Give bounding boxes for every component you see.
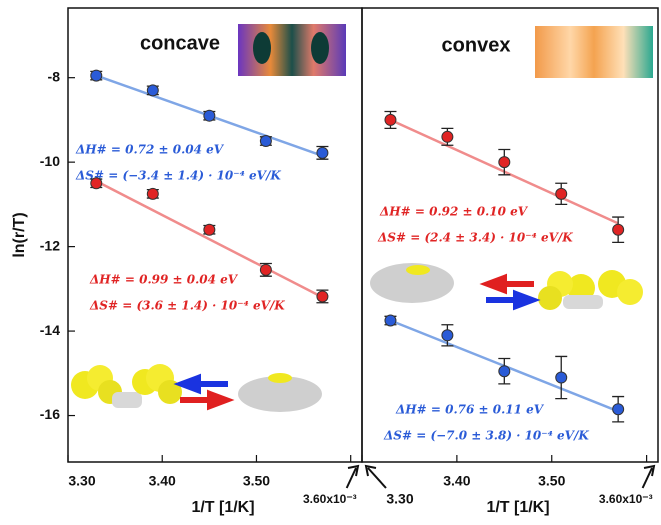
tick-arrow [366, 466, 386, 488]
annotation: ΔH# = 0.76 ± 0.11 eV [395, 403, 545, 417]
panel-title: concave [140, 32, 220, 54]
annotation: ΔS# = (−3.4 ± 1.4) · 10⁻⁴ eV/K [75, 169, 281, 183]
chart: concave 1/T [1/K] 3.30 3.40 3.50 3.60x10⁻³ -8 -… [0, 0, 661, 520]
tick-arrow [347, 466, 358, 488]
x-tick-label: 3.50 [538, 473, 565, 489]
x-tick-label: 3.50 [243, 473, 270, 489]
data-point [91, 70, 102, 81]
data-point [613, 224, 624, 235]
panel-title: convex [442, 34, 511, 56]
arrows [180, 278, 534, 406]
data-point [556, 188, 567, 199]
annotation: ΔS# = (3.6 ± 1.4) · 10⁻⁴ eV/K [89, 299, 285, 313]
stm-feature [253, 32, 271, 64]
data-point [147, 188, 158, 199]
annotation: ΔS# = (−7.0 ± 3.8) · 10⁻⁴ eV/K [383, 429, 589, 443]
y-tick-label: -14 [40, 322, 60, 338]
data-point [260, 136, 271, 147]
data-point [317, 147, 328, 158]
stm-feature [311, 32, 329, 64]
annotation: ΔH# = 0.99 ± 0.04 eV [89, 273, 239, 287]
y-tick-label: -16 [40, 406, 60, 422]
x-tick-label: 3.30 [68, 473, 95, 489]
data-point [317, 291, 328, 302]
y-tick-label: -10 [40, 153, 60, 169]
tick-arrow [643, 466, 654, 488]
y-tick-label: -12 [40, 237, 60, 253]
x-tick-label: 3.60x10⁻³ [303, 492, 357, 506]
data-point [91, 178, 102, 189]
data-point [442, 330, 453, 341]
data-point [499, 157, 510, 168]
x-tick-label: 3.30 [386, 491, 413, 507]
data-point [385, 315, 396, 326]
annotation: ΔH# = 0.92 ± 0.10 eV [379, 205, 529, 219]
data-point [442, 131, 453, 142]
molecule-concave [238, 263, 454, 412]
x-tick-label: 3.60x10⁻³ [599, 492, 653, 506]
x-tick-label: 3.40 [443, 473, 470, 489]
data-point [499, 366, 510, 377]
stm-image [535, 26, 653, 78]
data-point [204, 224, 215, 235]
data-point [204, 110, 215, 121]
annotation: ΔH# = 0.72 ± 0.04 eV [75, 143, 225, 157]
data-point [613, 404, 624, 415]
data-point [147, 85, 158, 96]
annotation: ΔS# = (2.4 ± 3.4) · 10⁻⁴ eV/K [377, 231, 573, 245]
data-point [556, 372, 567, 383]
x-tick-label: 3.40 [149, 473, 176, 489]
y-tick-label: -8 [48, 68, 61, 84]
x-axis-label: 1/T [1/K] [486, 499, 549, 516]
data-point [385, 114, 396, 125]
y-axis-label: ln(r/T) [11, 212, 28, 257]
x-axis-label: 1/T [1/K] [191, 499, 254, 516]
data-point [260, 264, 271, 275]
